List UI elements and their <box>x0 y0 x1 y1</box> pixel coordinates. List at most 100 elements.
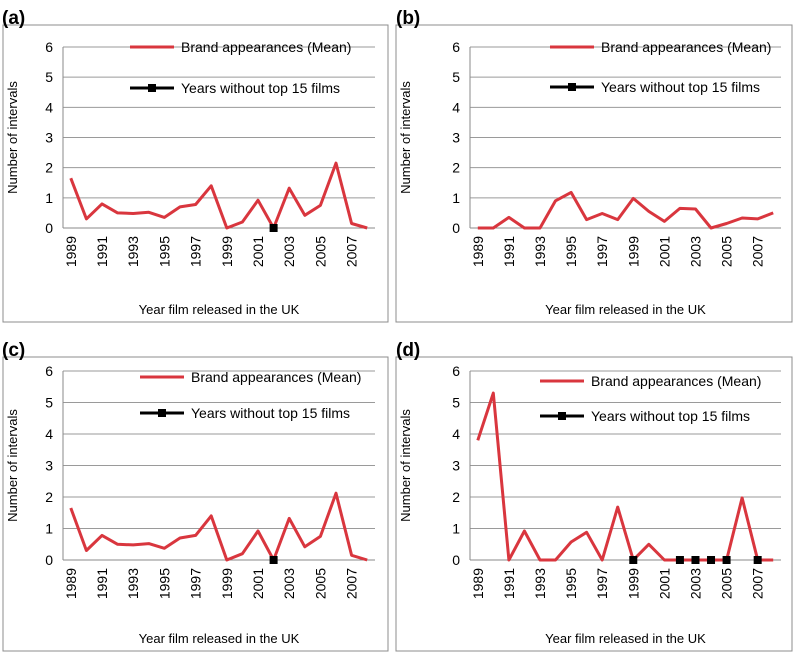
x-tick-label: 1999 <box>219 236 235 267</box>
x-tick-label: 2003 <box>281 236 297 267</box>
legend-years-label: Years without top 15 films <box>591 408 750 424</box>
brand-appearances-line <box>477 190 774 230</box>
x-axis-title: Year film released in the UK <box>545 302 706 317</box>
x-tick-label: 1995 <box>156 236 172 267</box>
years-without-top15-marker <box>707 556 716 564</box>
x-tick-label: 1995 <box>156 568 172 599</box>
legend-years-label: Years without top 15 films <box>601 79 760 95</box>
y-tick-label: 0 <box>452 220 460 236</box>
x-tick-label: 2005 <box>719 236 735 267</box>
years-without-top15-marker <box>269 224 278 232</box>
chart-panel-d: (d) 0 1 2 3 4 5 6 1989 1991 1993 1995 1997 1999 2001 20… <box>395 340 793 652</box>
years-without-top15-marker <box>629 556 638 564</box>
panel-label: (d) <box>396 340 420 361</box>
legend-brand-label: Brand appearances (Mean) <box>601 39 771 55</box>
x-tick-label: 1997 <box>594 568 610 599</box>
y-tick-label: 4 <box>452 426 460 442</box>
x-tick-label: 2005 <box>312 568 328 599</box>
panel-label: (a) <box>2 8 25 29</box>
chart-panel-c: (c) 0 1 2 3 4 5 6 1989 1991 1993 1995 1997 1999 2001 20… <box>2 340 389 652</box>
y-tick-label: 5 <box>45 69 53 85</box>
x-tick-label: 2007 <box>344 236 360 267</box>
x-tick-label: 1993 <box>532 568 548 599</box>
x-tick-label: 2001 <box>656 568 672 599</box>
x-tick-label: 2003 <box>687 568 703 599</box>
x-tick-label: 2005 <box>719 568 735 599</box>
y-tick-label: 5 <box>45 395 53 411</box>
legend-brand-label: Brand appearances (Mean) <box>591 373 761 389</box>
x-tick-label: 2005 <box>312 236 328 267</box>
y-tick-label: 6 <box>452 363 460 379</box>
x-tick-label: 2007 <box>344 568 360 599</box>
x-tick-label: 2003 <box>687 236 703 267</box>
y-axis-title: Number of intervals <box>5 409 20 522</box>
panel-border <box>2 356 389 652</box>
y-tick-label: 1 <box>452 521 460 537</box>
y-tick-label: 6 <box>452 39 460 55</box>
legend-years-marker <box>158 409 166 417</box>
y-tick-label: 2 <box>45 160 53 176</box>
x-tick-label: 1991 <box>501 568 517 599</box>
x-tick-label: 1999 <box>219 568 235 599</box>
x-tick-label: 2007 <box>750 568 766 599</box>
y-tick-label: 1 <box>45 521 53 537</box>
y-tick-label: 4 <box>45 426 53 442</box>
x-tick-label: 1993 <box>532 236 548 267</box>
y-tick-label: 6 <box>45 363 53 379</box>
y-tick-label: 5 <box>452 395 460 411</box>
y-tick-label: 0 <box>45 220 53 236</box>
y-tick-label: 0 <box>45 552 53 568</box>
x-tick-label: 1997 <box>188 568 204 599</box>
y-tick-label: 4 <box>452 99 460 115</box>
years-without-top15-marker <box>675 556 684 564</box>
x-tick-label: 2003 <box>281 568 297 599</box>
y-tick-label: 3 <box>45 458 53 474</box>
x-tick-label: 2007 <box>750 236 766 267</box>
brand-appearances-line <box>69 161 368 230</box>
years-without-top15-marker <box>753 556 762 564</box>
chart-panel-b: (b) 0 1 2 3 4 5 6 1989 1991 1993 1995 1997 1999 2001 20… <box>395 8 793 323</box>
panel-label: (b) <box>396 8 420 29</box>
legend-brand-label: Brand appearances (Mean) <box>191 369 361 385</box>
x-tick-label: 1991 <box>94 236 110 267</box>
x-tick-label: 1989 <box>470 568 486 599</box>
y-axis-title: Number of intervals <box>398 409 413 522</box>
panel-border <box>395 24 793 323</box>
x-tick-label: 1995 <box>563 236 579 267</box>
x-tick-label: 1991 <box>501 236 517 267</box>
years-without-top15-marker <box>722 556 731 564</box>
chart-panel-a: (a) 0 1 2 3 4 5 6 1989 1991 1993 1995 1997 1999 2001 20… <box>2 8 389 323</box>
y-tick-label: 2 <box>45 489 53 505</box>
x-tick-label: 1991 <box>94 568 110 599</box>
y-tick-label: 3 <box>452 130 460 146</box>
x-tick-label: 2001 <box>250 236 266 267</box>
legend-years-marker <box>568 83 576 91</box>
x-tick-label: 2001 <box>656 236 672 267</box>
legend-years-marker <box>558 412 566 420</box>
years-without-top15-marker <box>269 556 278 564</box>
x-tick-label: 1989 <box>63 568 79 599</box>
panel-border <box>2 24 389 323</box>
x-tick-label: 1995 <box>563 568 579 599</box>
y-tick-label: 1 <box>45 190 53 206</box>
brand-appearances-line <box>69 491 368 562</box>
x-axis-title: Year film released in the UK <box>139 631 300 646</box>
x-tick-label: 1999 <box>625 568 641 599</box>
years-without-top15-marker <box>691 556 700 564</box>
y-tick-label: 5 <box>452 69 460 85</box>
y-axis-title: Number of intervals <box>398 81 413 194</box>
x-tick-label: 1993 <box>125 236 141 267</box>
y-tick-label: 4 <box>45 99 53 115</box>
y-tick-label: 0 <box>452 552 460 568</box>
panel-border <box>395 356 793 652</box>
legend-years-marker <box>148 84 156 92</box>
y-tick-label: 1 <box>452 190 460 206</box>
y-tick-label: 3 <box>45 130 53 146</box>
y-tick-label: 6 <box>45 39 53 55</box>
legend-years-label: Years without top 15 films <box>191 405 350 421</box>
panel-label: (c) <box>2 340 25 361</box>
x-tick-label: 1997 <box>188 236 204 267</box>
legend-brand-label: Brand appearances (Mean) <box>181 39 351 55</box>
x-axis-title: Year film released in the UK <box>545 631 706 646</box>
